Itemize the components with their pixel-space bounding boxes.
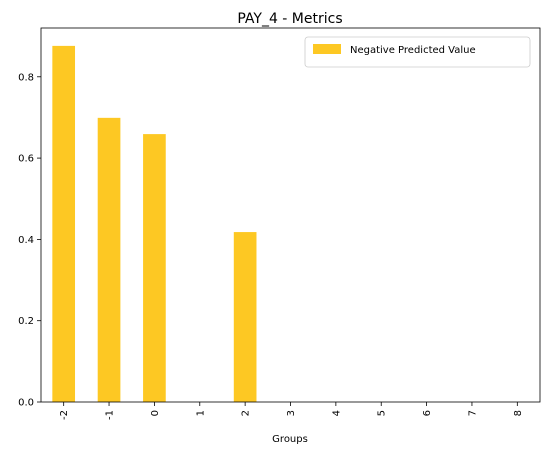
x-tick-label: 4 xyxy=(331,410,342,416)
y-tick-label: 0.2 xyxy=(18,316,34,327)
x-tick-label: -2 xyxy=(59,410,70,420)
y-axis: 0.0 0.2 0.4 0.6 0.8 xyxy=(18,72,41,409)
x-tick-label: 7 xyxy=(467,410,478,416)
x-tick-label: 6 xyxy=(422,410,433,416)
y-tick-label: 0.4 xyxy=(18,235,34,246)
bar--2 xyxy=(52,45,76,402)
x-axis-label: Groups xyxy=(272,434,308,445)
x-tick-label: 3 xyxy=(286,410,297,416)
x-tick-label: 5 xyxy=(377,410,388,416)
x-tick-label: -1 xyxy=(105,410,116,420)
legend-swatch xyxy=(313,44,341,54)
legend: Negative Predicted Value xyxy=(304,36,531,68)
x-tick-label: 2 xyxy=(241,410,252,416)
x-tick-label: 1 xyxy=(195,410,206,416)
bar-0 xyxy=(143,134,166,402)
y-tick-label: 0.6 xyxy=(18,154,34,165)
bar--1 xyxy=(97,117,121,402)
x-axis: -2 -1 0 1 2 3 4 5 6 7 8 xyxy=(59,402,524,420)
bars-group xyxy=(52,45,257,402)
legend-box xyxy=(304,36,531,68)
x-tick-label: 0 xyxy=(150,410,161,416)
chart-title: PAY_4 - Metrics xyxy=(237,11,342,27)
legend-label: Negative Predicted Value xyxy=(350,45,476,56)
bar-2 xyxy=(233,232,257,402)
x-tick-label: 8 xyxy=(513,410,524,416)
y-tick-label: 0.8 xyxy=(18,72,34,83)
y-tick-label: 0.0 xyxy=(18,398,34,409)
